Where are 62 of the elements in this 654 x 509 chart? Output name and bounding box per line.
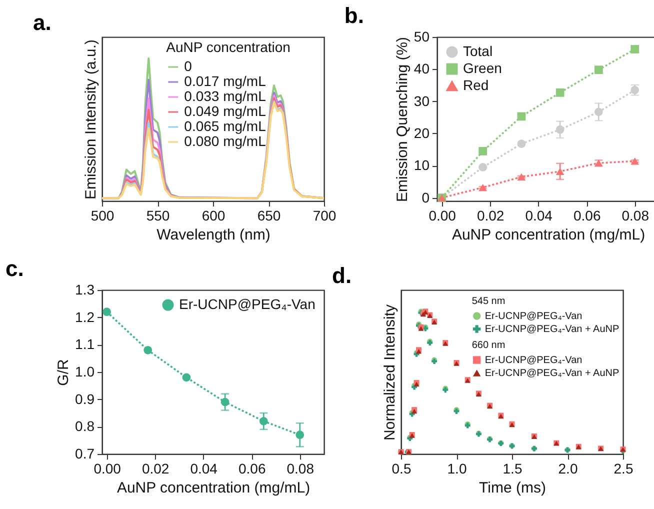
x-tick-label: 0.08	[286, 460, 314, 476]
x-tick-label: 0.08	[622, 208, 650, 224]
y-tick-label: 1.3	[75, 282, 95, 298]
legend-label: Er-UCNP@PEG₄-Van	[179, 296, 316, 312]
legend-label: Red	[463, 77, 489, 93]
x-tick-label: 0.06	[238, 460, 266, 476]
legend-label: Total	[463, 43, 493, 59]
y-tick-label: 40	[414, 60, 430, 77]
chart-title: c.	[6, 256, 24, 281]
y-tick-label: 30	[414, 92, 430, 109]
legend-label: Er-UCNP@PEG₄-Van	[484, 311, 582, 322]
chart-title: d.	[332, 263, 352, 288]
legend-label: Er-UCNP@PEG₄-Van	[484, 355, 582, 366]
y-tick-label: 20	[414, 124, 430, 141]
x-tick-label: 0.06	[573, 208, 601, 224]
chart-title: a.	[33, 10, 52, 35]
text: 545 nm	[472, 296, 506, 307]
x-tick-label: 700	[312, 208, 336, 224]
y-tick-label: 10	[414, 157, 430, 174]
x-tick-label: 0.02	[142, 460, 170, 476]
legend-title: AuNP concentration	[166, 39, 290, 55]
chart-title: b.	[344, 3, 364, 28]
x-tick-label: 0.04	[525, 208, 553, 224]
x-tick-label: 650	[257, 208, 281, 224]
legend-label: 0.080 mg/mL	[184, 133, 266, 149]
x-axis-title: Wavelength (nm)	[156, 226, 270, 244]
x-tick-label: 0.02	[476, 208, 504, 224]
x-tick-label: 0.04	[190, 460, 218, 476]
x-tick-label: 0.5	[392, 460, 412, 476]
x-tick-label: 0.00	[94, 460, 122, 476]
y-tick-label: 50	[414, 28, 430, 44]
y-tick-label: 1.1	[75, 336, 95, 352]
x-tick-label: 1.0	[447, 460, 467, 476]
y-tick-label: 0	[422, 189, 430, 206]
annotation: 660 nm	[472, 340, 506, 351]
x-tick-label: 0.00	[428, 208, 456, 224]
x-tick-label: 600	[202, 208, 226, 224]
legend-label: 0.033 mg/mL	[184, 88, 266, 104]
legend-label: Er-UCNP@PEG₄-Van + AuNP	[484, 324, 620, 335]
y-tick-label: 1.2	[75, 308, 95, 325]
x-tick-label: 2.5	[614, 460, 634, 476]
x-tick-label: 2.0	[558, 460, 578, 476]
y-tick-label: 1.0	[75, 364, 95, 380]
x-axis-title: Time (ms)	[479, 480, 546, 496]
legend-label: 0	[184, 58, 192, 74]
y-axis-title: Emission Quenching (%)	[394, 36, 411, 202]
x-tick-label: 1.5	[502, 460, 522, 476]
y-axis-title: Emission Intensity (a.u.)	[82, 39, 100, 200]
legend-label: 0.049 mg/mL	[184, 103, 266, 119]
legend-label: 0.017 mg/mL	[184, 73, 266, 89]
legend-label: Er-UCNP@PEG₄-Van + AuNP	[484, 368, 620, 379]
y-axis-title: Normalized Intensity	[382, 304, 398, 440]
y-axis-title: G/R	[55, 359, 72, 386]
x-axis-title: AuNP concentration (mg/mL)	[452, 226, 646, 244]
x-tick-label: 550	[146, 208, 170, 224]
legend-label: 0.065 mg/mL	[184, 118, 266, 134]
y-tick-label: 0.8	[75, 418, 95, 434]
y-tick-label: 0.7	[75, 446, 95, 462]
x-tick-label: 500	[90, 208, 114, 224]
y-tick-label: 0.9	[75, 390, 95, 407]
x-axis-title: AuNP concentration (mg/mL)	[116, 480, 310, 496]
legend-label: Green	[463, 60, 502, 76]
